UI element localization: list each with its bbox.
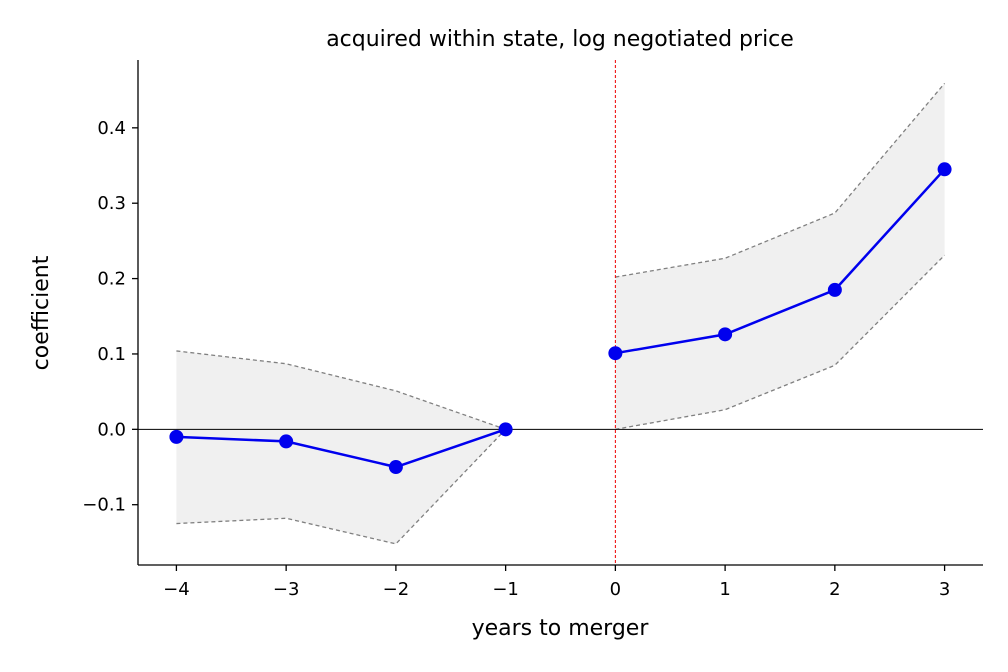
data-point <box>279 434 294 449</box>
y-tick-label: 0.3 <box>97 193 126 214</box>
ci-upper-line-pre <box>176 350 506 430</box>
data-point <box>937 162 952 177</box>
x-tick-label: −1 <box>492 579 519 600</box>
series-line-post <box>615 168 946 355</box>
y-axis-label: coefficient <box>29 255 54 370</box>
data-point <box>169 429 184 444</box>
ci-upper-line-post <box>615 82 946 278</box>
x-tick-label: 2 <box>829 579 840 600</box>
y-tick-label: −0.1 <box>82 495 126 516</box>
data-point <box>388 460 403 475</box>
data-point <box>827 282 842 297</box>
x-tick-label: −4 <box>163 579 190 600</box>
data-point <box>718 327 733 342</box>
data-point <box>498 422 513 437</box>
ci-band-post <box>615 83 945 430</box>
y-tick-label: 0.0 <box>97 419 126 440</box>
series-line-pre <box>176 428 507 469</box>
x-axis-label: years to merger <box>472 616 650 641</box>
data-point <box>608 346 623 361</box>
y-tick-label: 0.1 <box>97 344 126 365</box>
x-tick-label: 1 <box>719 579 730 600</box>
x-tick-label: 3 <box>939 579 950 600</box>
ci-lower-line-pre <box>176 428 507 545</box>
y-tick-label: 0.2 <box>97 269 126 290</box>
x-tick-label: 0 <box>610 579 621 600</box>
plot-area: −4 −3 −2 −1 0 1 2 3 −0.1 0.0 0.1 0.2 0.3 0.4 <box>82 60 983 600</box>
ci-lower-line-post <box>615 254 946 430</box>
x-tick-label: −2 <box>383 579 410 600</box>
x-tick-label: −3 <box>273 579 300 600</box>
chart-title: acquired within state, log negotiated pr… <box>326 27 794 52</box>
y-tick-label: 0.4 <box>97 118 126 139</box>
ci-band-pre <box>176 350 506 544</box>
